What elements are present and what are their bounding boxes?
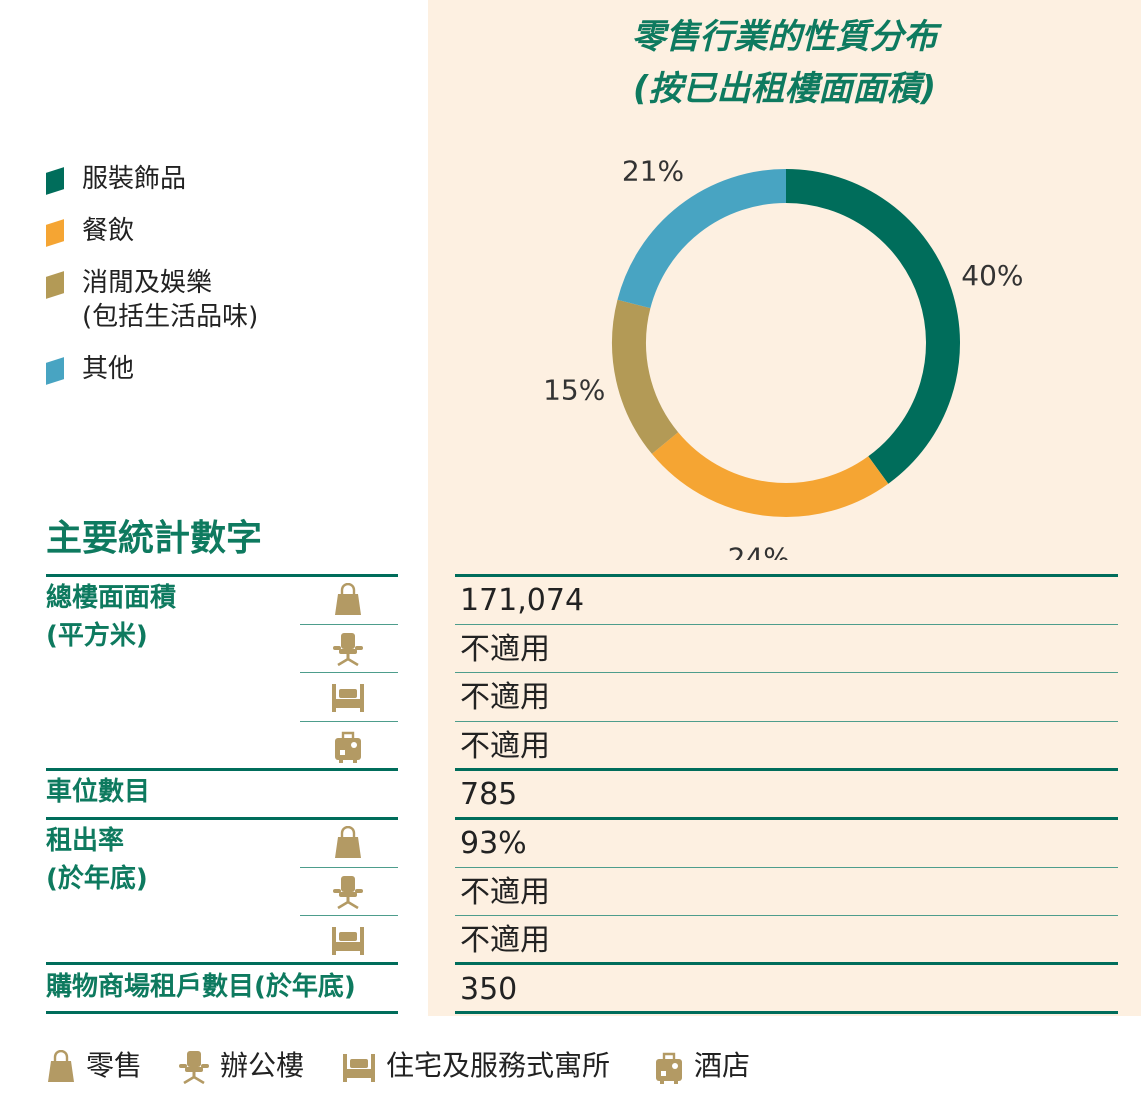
slice-label-1: 40% [961, 259, 1023, 292]
group-rule-left [46, 767, 398, 771]
icon-cell [330, 680, 370, 716]
icon-cell [330, 729, 370, 765]
stat-value: 不適用 [460, 680, 550, 716]
donut-slice-3 [612, 299, 679, 454]
stat-value: 350 [460, 971, 518, 1007]
group-rule-left [46, 573, 398, 577]
stat-value: 不適用 [460, 631, 550, 667]
group-rule-right [455, 816, 1118, 820]
residential-icon [332, 927, 364, 956]
donut-slice-2 [651, 431, 889, 517]
row-rule-left [300, 720, 398, 722]
row-rule-right [455, 672, 1118, 674]
stat-value: 不適用 [460, 874, 550, 910]
stat-value: 不適用 [460, 923, 550, 959]
legend-label-others: 其他 [82, 354, 135, 384]
stat-value: 171,074 [460, 583, 585, 618]
office-icon [333, 632, 363, 666]
slice-label-2: 24% [728, 541, 790, 560]
group-rule-right [455, 573, 1118, 577]
stat-value: 93% [460, 826, 527, 861]
group-label: 購物商場租戶數目(於年底) [46, 971, 356, 1002]
row-rule-right [455, 720, 1118, 722]
legend-swatch-food [46, 219, 64, 247]
row-rule-right [455, 623, 1118, 625]
retail-icon [48, 1050, 74, 1082]
retail-icon [335, 583, 361, 615]
stat-value: 785 [460, 777, 518, 813]
office-icon [179, 1051, 209, 1084]
key-label-residential: 住宅及服務式寓所 [386, 1049, 611, 1082]
icon-cell [330, 875, 370, 911]
slice-label-4: 21% [622, 155, 684, 188]
stat-value: 不適用 [460, 728, 550, 764]
key-label-retail: 零售 [86, 1049, 143, 1082]
row-rule-right [455, 866, 1118, 868]
donut-chart: 40% 24% 15% 21% [543, 155, 1023, 560]
row-rule-left [300, 623, 398, 625]
stats-title: 主要統計數字 [46, 518, 263, 559]
icon-cell [330, 923, 370, 959]
group-rule-right [455, 767, 1118, 771]
key-label-hotel: 酒店 [694, 1049, 751, 1082]
legend-swatch-others [46, 357, 64, 385]
office-icon [333, 875, 363, 909]
legend-swatch-apparel [46, 167, 64, 195]
donut-slice-1 [785, 169, 960, 484]
slice-label-3: 15% [543, 373, 605, 406]
chart-title-line2: (按已出租樓面面積) [632, 69, 937, 109]
row-rule-left [300, 915, 398, 917]
legend-label-apparel: 服裝飾品 [82, 164, 187, 194]
hotel-icon [335, 731, 361, 763]
icon-cell [330, 583, 370, 619]
group-sublabel: (於年底) [46, 864, 148, 894]
icon-cell [330, 826, 370, 862]
table-end-rule-left [46, 1010, 398, 1014]
residential-icon [343, 1054, 375, 1082]
legend-label-leisure: 消閒及娛樂 [82, 268, 213, 298]
row-rule-left [300, 866, 398, 868]
group-rule-left [46, 816, 398, 820]
key-label-office: 辦公樓 [220, 1049, 305, 1082]
legend-swatch-leisure [46, 271, 64, 299]
row-rule-right [455, 915, 1118, 917]
row-rule-left [300, 672, 398, 674]
icon-cell [330, 632, 370, 668]
group-rule-left [46, 962, 398, 966]
group-label: 租出率 [46, 826, 125, 856]
table-end-rule-right [455, 1010, 1118, 1014]
residential-icon [332, 684, 364, 713]
chart-title-line1: 零售行業的性質分布 [631, 17, 938, 57]
group-label: 車位數目 [46, 777, 151, 808]
retail-icon [335, 826, 361, 858]
donut-slice-4 [617, 169, 787, 309]
group-rule-right [455, 962, 1118, 966]
legend-label-food: 餐飲 [82, 216, 135, 246]
group-label: 總樓面面積 [46, 583, 177, 613]
hotel-icon [656, 1052, 682, 1084]
legend-sublabel-leisure: (包括生活品味) [82, 302, 259, 332]
group-sublabel: (平方米) [46, 621, 148, 651]
